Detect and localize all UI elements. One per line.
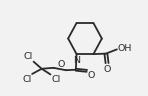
- Text: Cl: Cl: [24, 52, 33, 61]
- Text: Cl: Cl: [22, 75, 32, 84]
- Text: O: O: [58, 60, 65, 69]
- Text: O: O: [103, 65, 111, 74]
- Text: N: N: [73, 56, 80, 65]
- Text: O: O: [88, 71, 95, 80]
- Text: OH: OH: [118, 44, 132, 53]
- Text: Cl: Cl: [51, 75, 60, 84]
